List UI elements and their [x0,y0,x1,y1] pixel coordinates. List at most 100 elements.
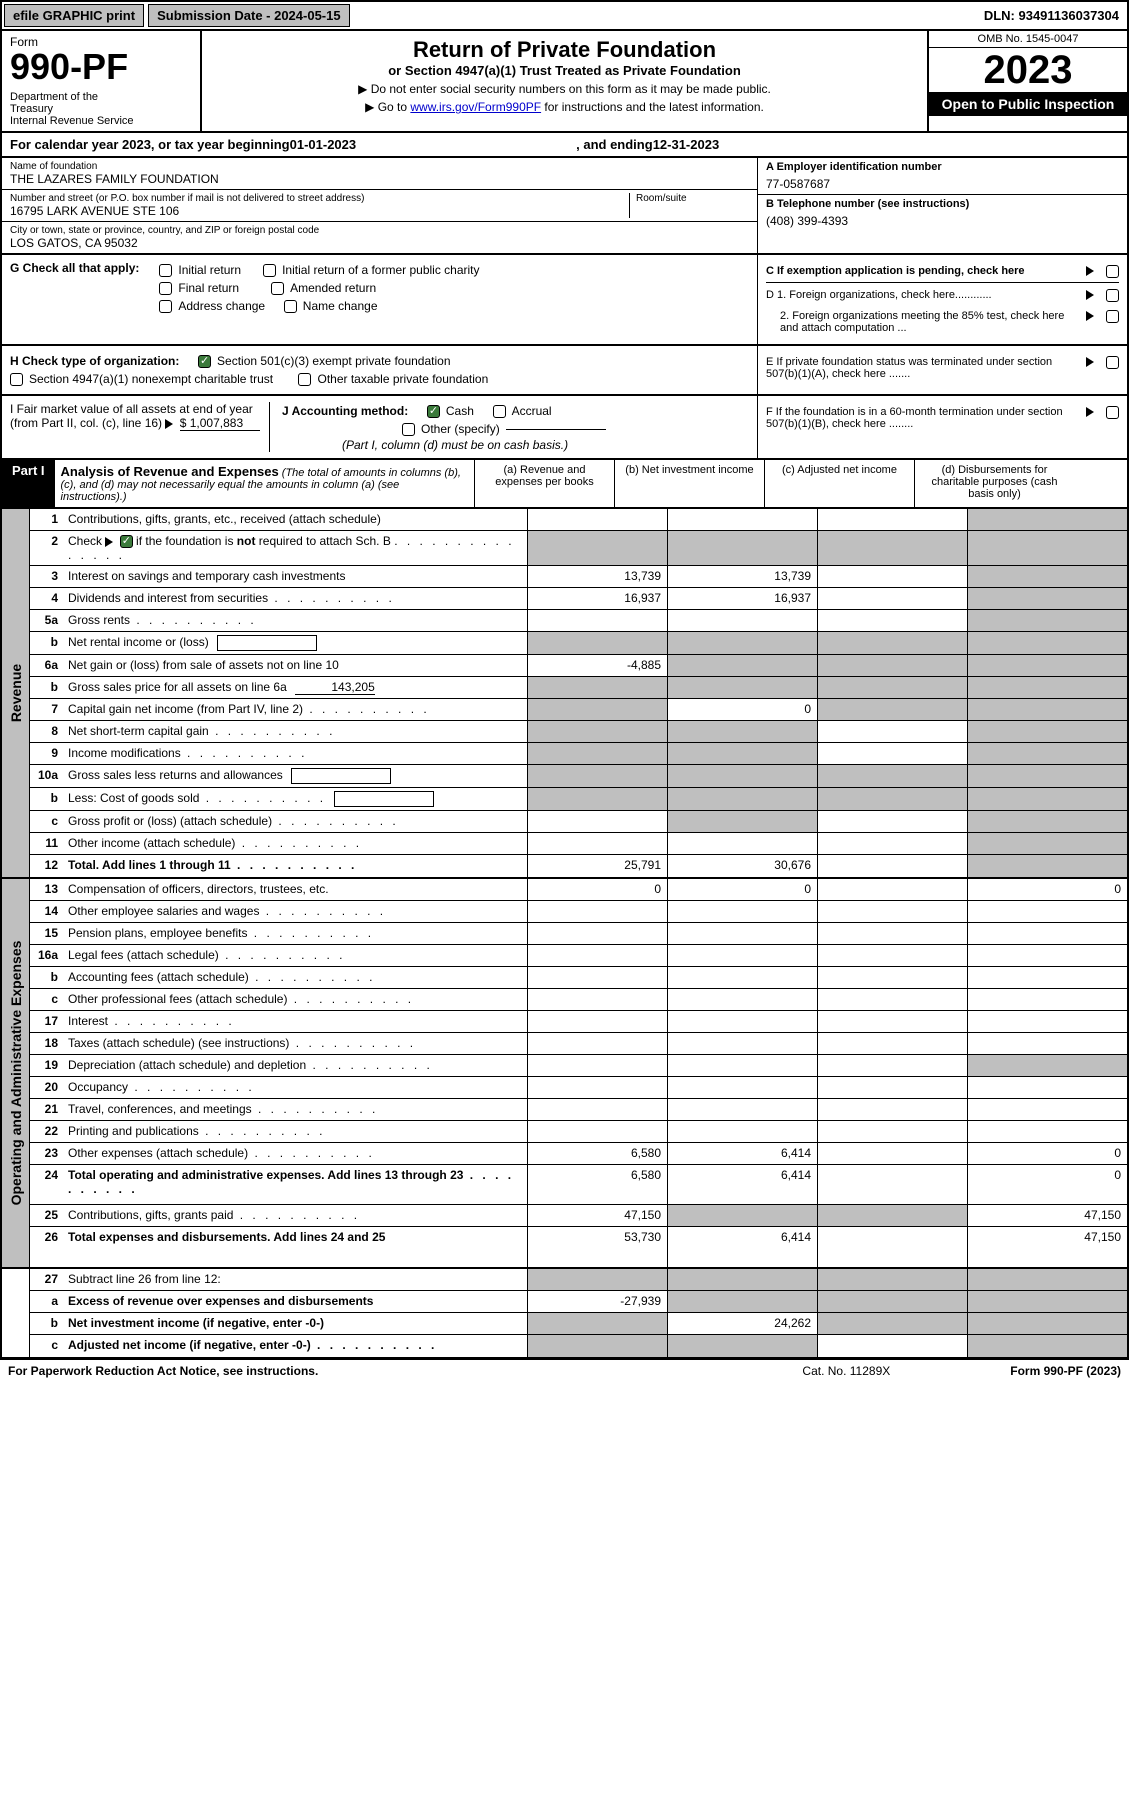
cell-c [817,1269,967,1290]
cell-b [667,811,817,832]
revenue-grid: Revenue 1Contributions, gifts, grants, e… [0,509,1129,879]
cell-d [967,588,1127,609]
cell-b [667,1077,817,1098]
chk-cash[interactable] [427,405,440,418]
cell-b: 24,262 [667,1313,817,1334]
d2-row: 2. Foreign organizations meeting the 85%… [766,306,1119,338]
form-link[interactable]: www.irs.gov/Form990PF [410,100,541,114]
cell-b: 0 [667,699,817,720]
col-a-header: (a) Revenue and expenses per books [474,460,614,507]
other-method-value [506,429,606,430]
cell-b [667,765,817,787]
form-year-block: OMB No. 1545-0047 2023 Open to Public In… [927,31,1127,131]
cell-b [667,923,817,944]
cell-b [667,1291,817,1312]
ij-f-block: I Fair market value of all assets at end… [0,396,1129,460]
cell-a: 53,730 [527,1227,667,1267]
cell-a [527,1313,667,1334]
cell-a [527,531,667,565]
cell-d: 47,150 [967,1227,1127,1267]
table-row: 1Contributions, gifts, grants, etc., rec… [30,509,1127,531]
city-cell: City or town, state or province, country… [2,222,757,253]
chk-accrual[interactable] [493,405,506,418]
chk-e[interactable] [1106,356,1119,369]
chk-c[interactable] [1106,265,1119,278]
cell-a [527,1099,667,1120]
chk-initial-return[interactable] [159,264,172,277]
row-desc: Taxes (attach schedule) (see instruction… [64,1033,527,1054]
cell-b [667,901,817,922]
row-number: b [30,788,64,810]
part1-header-row: Part I Analysis of Revenue and Expenses … [0,460,1129,509]
cell-c [817,721,967,742]
chk-final-return[interactable] [159,282,172,295]
table-row: aExcess of revenue over expenses and dis… [30,1291,1127,1313]
ein-cell: A Employer identification number 77-0587… [758,158,1127,195]
chk-initial-public[interactable] [263,264,276,277]
row-number: c [30,811,64,832]
row-number: 9 [30,743,64,764]
dln-label: DLN: 93491136037304 [976,5,1127,26]
col-b-header: (b) Net investment income [614,460,764,507]
g-cd-block: G Check all that apply: Initial return I… [0,255,1129,346]
cell-a [527,945,667,966]
cell-c [817,811,967,832]
row-number: 19 [30,1055,64,1076]
cell-d [967,677,1127,698]
row-number: 8 [30,721,64,742]
chk-amended-return[interactable] [271,282,284,295]
page-footer: For Paperwork Reduction Act Notice, see … [0,1359,1129,1382]
row-number: 26 [30,1227,64,1267]
chk-other-taxable[interactable] [298,373,311,386]
chk-d2[interactable] [1106,310,1119,323]
cell-b [667,1099,817,1120]
row-number: 24 [30,1165,64,1204]
calyear-mid: , and ending [576,137,653,152]
efile-button[interactable]: efile GRAPHIC print [4,4,144,27]
opt-4947: Section 4947(a)(1) nonexempt charitable … [29,372,273,386]
cell-a: 16,937 [527,588,667,609]
id-left: Name of foundation THE LAZARES FAMILY FO… [2,158,757,253]
row-desc: Pension plans, employee benefits . . . .… [64,923,527,944]
cell-b [667,1335,817,1357]
row-number: 18 [30,1033,64,1054]
ij-section: I Fair market value of all assets at end… [2,396,757,458]
cell-c [817,1077,967,1098]
table-row: 22Printing and publications . . . . . . … [30,1121,1127,1143]
cell-a [527,1077,667,1098]
row-desc: Depreciation (attach schedule) and deple… [64,1055,527,1076]
cell-d [967,833,1127,854]
row-desc: Compensation of officers, directors, tru… [64,879,527,900]
row-desc: Adjusted net income (if negative, enter … [64,1335,527,1357]
chk-name-change[interactable] [284,300,297,313]
table-row: 25Contributions, gifts, grants paid . . … [30,1205,1127,1227]
form-title-block: Return of Private Foundation or Section … [202,31,927,131]
calyear-begin: 01-01-2023 [290,137,357,152]
row-number: 3 [30,566,64,587]
opt-cash: Cash [446,404,474,418]
chk-other-method[interactable] [402,423,415,436]
bottom-spacer [2,1269,30,1357]
cell-c [817,1165,967,1204]
row-number: 12 [30,855,64,877]
cell-c [817,1205,967,1226]
cell-d [967,788,1127,810]
chk-address-change[interactable] [159,300,172,313]
cell-c [817,1033,967,1054]
row-number: 16a [30,945,64,966]
opt-other-taxable: Other taxable private foundation [317,372,488,386]
part1-title: Analysis of Revenue and Expenses [61,464,279,479]
cell-d [967,901,1127,922]
cell-b [667,788,817,810]
addr-cell: Number and street (or P.O. box number if… [2,190,757,222]
table-row: 17Interest . . . . . . . . . . [30,1011,1127,1033]
chk-4947[interactable] [10,373,23,386]
cell-d: 47,150 [967,1205,1127,1226]
chk-d1[interactable] [1106,289,1119,302]
expenses-label-text: Operating and Administrative Expenses [8,941,24,1206]
c-row: C If exemption application is pending, c… [766,261,1119,282]
addr-value: 16795 LARK AVENUE STE 106 [10,204,629,218]
chk-501c3[interactable] [198,355,211,368]
chk-f[interactable] [1106,406,1119,419]
submission-date-button[interactable]: Submission Date - 2024-05-15 [148,4,350,27]
